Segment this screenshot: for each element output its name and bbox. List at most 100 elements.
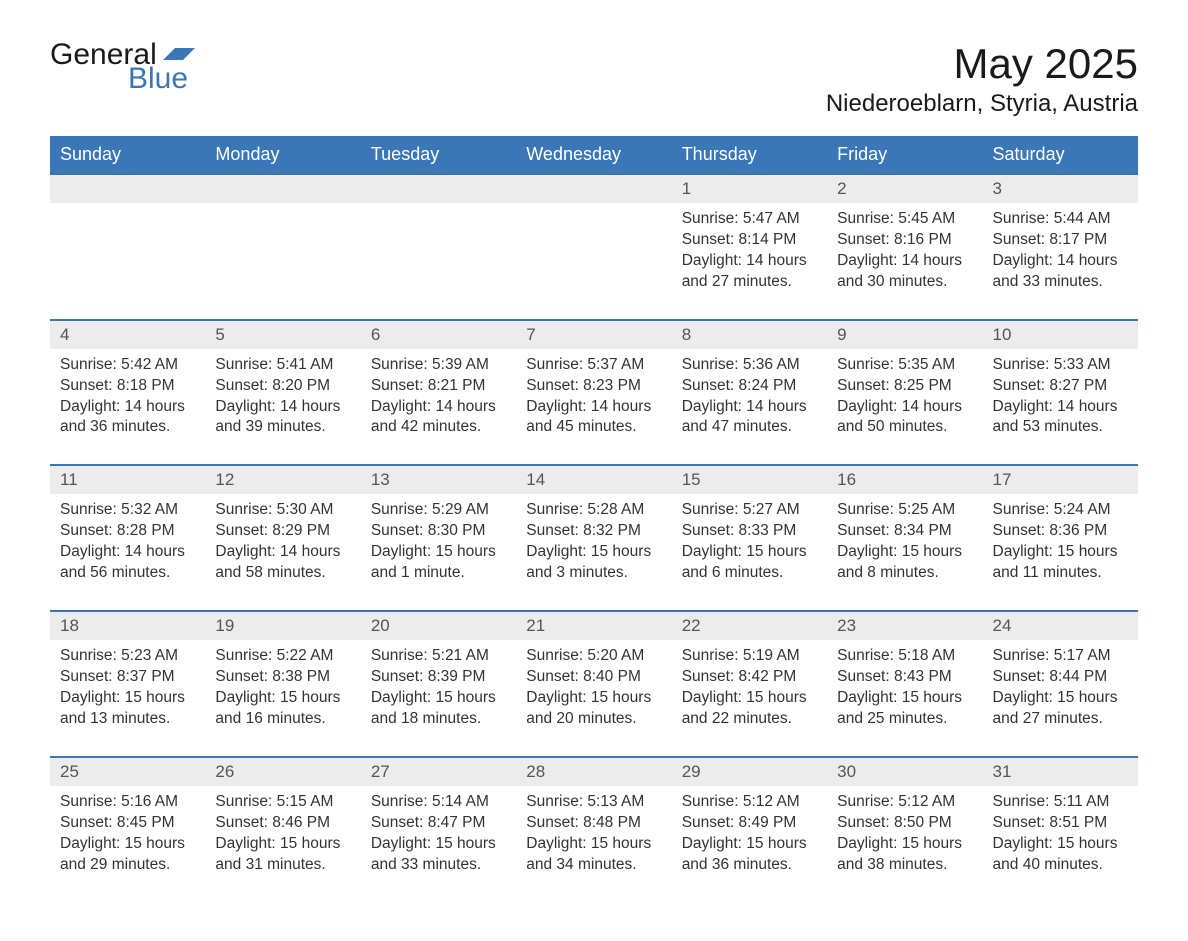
day-data-row: Sunrise: 5:32 AMSunset: 8:28 PM Daylight:… [50,494,1138,610]
date-number-row: 25262728293031 [50,758,1138,786]
week-row: 45678910Sunrise: 5:42 AMSunset: 8:18 PMD… [50,319,1138,465]
day-data-row: Sunrise: 5:23 AMSunset: 8:37 PM Daylight:… [50,640,1138,756]
sunrise-text: Sunrise: 5:23 AM [60,646,195,667]
date-number: 6 [361,321,516,349]
date-number: 10 [983,321,1138,349]
sunset-text: Sunset: 8:29 PM [215,521,350,542]
week-row: 18192021222324Sunrise: 5:23 AMSunset: 8:… [50,610,1138,756]
day-cell: Sunrise: 5:45 AMSunset: 8:16 PMDaylight:… [827,203,982,319]
sunrise-text: Sunrise: 5:12 AM [682,792,817,813]
date-number [50,175,205,203]
sunrise-text: Sunrise: 5:32 AM [60,500,195,521]
day-cell: Sunrise: 5:24 AMSunset: 8:36 PMDaylight:… [983,494,1138,610]
day-cell: Sunrise: 5:15 AMSunset: 8:46 PMDaylight:… [205,786,360,902]
sunrise-text: Sunrise: 5:12 AM [837,792,972,813]
date-number: 18 [50,612,205,640]
daylight-text: Daylight: 15 hours and 38 minutes. [837,834,972,876]
date-number: 13 [361,466,516,494]
sunset-text: Sunset: 8:40 PM [526,667,661,688]
date-number: 24 [983,612,1138,640]
week-row: 25262728293031Sunrise: 5:16 AMSunset: 8:… [50,756,1138,902]
sunset-text: Sunset: 8:34 PM [837,521,972,542]
date-number: 25 [50,758,205,786]
sunset-text: Sunset: 8:46 PM [215,813,350,834]
daylight-text: Daylight: 14 hours and 33 minutes. [993,251,1128,293]
day-cell [205,203,360,319]
daylight-text: Daylight: 15 hours and 6 minutes. [682,542,817,584]
sunrise-text: Sunrise: 5:41 AM [215,355,350,376]
sunrise-text: Sunrise: 5:29 AM [371,500,506,521]
sunrise-text: Sunrise: 5:36 AM [682,355,817,376]
date-number: 31 [983,758,1138,786]
weekday-cell: Monday [205,136,360,173]
location-title: Niederoeblarn, Styria, Austria [826,90,1138,118]
sunset-text: Sunset: 8:28 PM [60,521,195,542]
sunrise-text: Sunrise: 5:14 AM [371,792,506,813]
day-cell: Sunrise: 5:19 AMSunset: 8:42 PMDaylight:… [672,640,827,756]
date-number [205,175,360,203]
weekday-cell: Tuesday [361,136,516,173]
sunset-text: Sunset: 8:37 PM [60,667,195,688]
sunrise-text: Sunrise: 5:17 AM [993,646,1128,667]
sunset-text: Sunset: 8:49 PM [682,813,817,834]
date-number: 2 [827,175,982,203]
daylight-text: Daylight: 14 hours and 30 minutes. [837,251,972,293]
sunrise-text: Sunrise: 5:20 AM [526,646,661,667]
week-row: 11121314151617Sunrise: 5:32 AMSunset: 8:… [50,464,1138,610]
daylight-text: Daylight: 14 hours and 39 minutes. [215,397,350,439]
sunrise-text: Sunrise: 5:30 AM [215,500,350,521]
date-number: 19 [205,612,360,640]
day-cell: Sunrise: 5:16 AMSunset: 8:45 PMDaylight:… [50,786,205,902]
sunrise-text: Sunrise: 5:22 AM [215,646,350,667]
date-number: 4 [50,321,205,349]
daylight-text: Daylight: 15 hours and 36 minutes. [682,834,817,876]
daylight-text: Daylight: 15 hours and 25 minutes. [837,688,972,730]
day-cell: Sunrise: 5:11 AMSunset: 8:51 PMDaylight:… [983,786,1138,902]
weekday-cell: Thursday [672,136,827,173]
sunrise-text: Sunrise: 5:13 AM [526,792,661,813]
day-cell: Sunrise: 5:47 AMSunset: 8:14 PMDaylight:… [672,203,827,319]
daylight-text: Daylight: 15 hours and 18 minutes. [371,688,506,730]
day-cell [361,203,516,319]
day-cell: Sunrise: 5:21 AMSunset: 8:39 PMDaylight:… [361,640,516,756]
date-number: 28 [516,758,671,786]
sunset-text: Sunset: 8:25 PM [837,376,972,397]
sunset-text: Sunset: 8:32 PM [526,521,661,542]
month-title: May 2025 [826,40,1138,88]
day-cell: Sunrise: 5:12 AMSunset: 8:49 PMDaylight:… [672,786,827,902]
daylight-text: Daylight: 14 hours and 53 minutes. [993,397,1128,439]
sunrise-text: Sunrise: 5:18 AM [837,646,972,667]
logo: General Blue [50,40,195,94]
weekday-cell: Wednesday [516,136,671,173]
day-cell: Sunrise: 5:29 AMSunset: 8:30 PMDaylight:… [361,494,516,610]
date-number [516,175,671,203]
day-cell: Sunrise: 5:42 AMSunset: 8:18 PMDaylight:… [50,349,205,465]
date-number: 12 [205,466,360,494]
weekday-cell: Saturday [983,136,1138,173]
weekday-cell: Sunday [50,136,205,173]
sunset-text: Sunset: 8:43 PM [837,667,972,688]
date-number: 8 [672,321,827,349]
date-number: 7 [516,321,671,349]
daylight-text: Daylight: 14 hours and 42 minutes. [371,397,506,439]
sunrise-text: Sunrise: 5:37 AM [526,355,661,376]
header: General Blue May 2025 Niederoeblarn, Sty… [50,40,1138,118]
sunrise-text: Sunrise: 5:19 AM [682,646,817,667]
day-cell: Sunrise: 5:13 AMSunset: 8:48 PMDaylight:… [516,786,671,902]
daylight-text: Daylight: 15 hours and 1 minute. [371,542,506,584]
day-cell: Sunrise: 5:41 AMSunset: 8:20 PMDaylight:… [205,349,360,465]
date-number: 22 [672,612,827,640]
daylight-text: Daylight: 15 hours and 29 minutes. [60,834,195,876]
sunrise-text: Sunrise: 5:21 AM [371,646,506,667]
sunset-text: Sunset: 8:17 PM [993,230,1128,251]
daylight-text: Daylight: 14 hours and 58 minutes. [215,542,350,584]
daylight-text: Daylight: 14 hours and 36 minutes. [60,397,195,439]
day-cell: Sunrise: 5:30 AMSunset: 8:29 PMDaylight:… [205,494,360,610]
title-block: May 2025 Niederoeblarn, Styria, Austria [826,40,1138,118]
daylight-text: Daylight: 15 hours and 34 minutes. [526,834,661,876]
day-data-row: Sunrise: 5:42 AMSunset: 8:18 PMDaylight:… [50,349,1138,465]
day-cell: Sunrise: 5:33 AMSunset: 8:27 PMDaylight:… [983,349,1138,465]
daylight-text: Daylight: 14 hours and 50 minutes. [837,397,972,439]
day-cell: Sunrise: 5:22 AMSunset: 8:38 PMDaylight:… [205,640,360,756]
date-number: 17 [983,466,1138,494]
